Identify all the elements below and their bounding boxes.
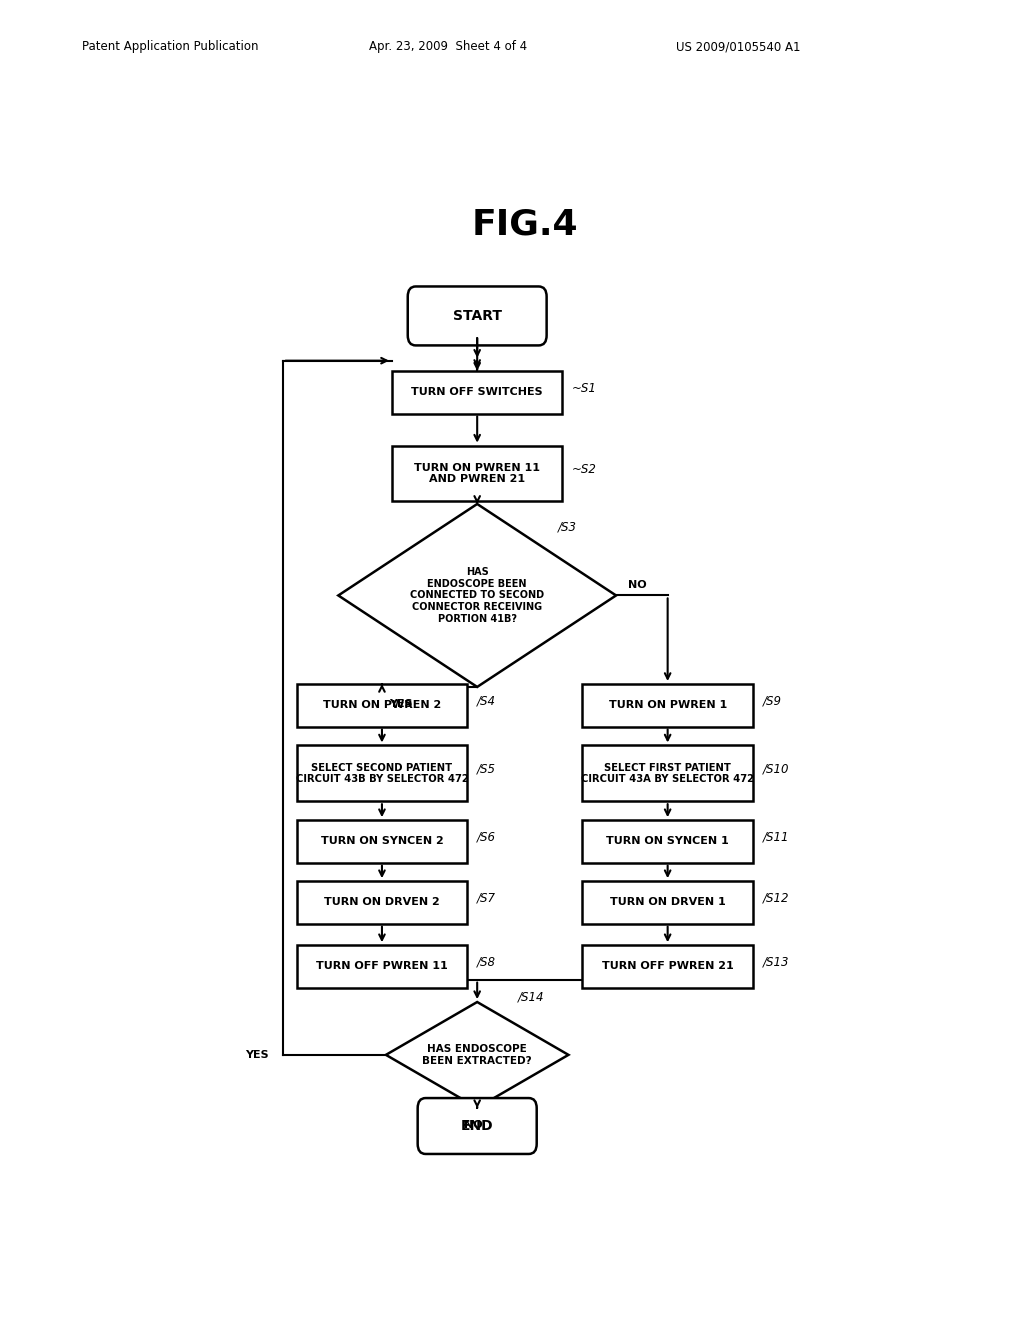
Text: ~S1: ~S1 [572,381,597,395]
Text: Patent Application Publication: Patent Application Publication [82,40,258,53]
Bar [583,684,753,726]
FancyBboxPatch shape [418,1098,537,1154]
Text: NO: NO [464,1119,482,1130]
Text: /S12: /S12 [763,892,788,904]
Text: TURN ON SYNCEN 2: TURN ON SYNCEN 2 [321,837,443,846]
Text: /S14: /S14 [518,990,544,1003]
Text: TURN OFF PWREN 21: TURN OFF PWREN 21 [602,961,733,972]
FancyBboxPatch shape [408,286,547,346]
Text: YES: YES [245,1049,268,1060]
Text: FIG.4: FIG.4 [471,207,579,242]
Text: Apr. 23, 2009  Sheet 4 of 4: Apr. 23, 2009 Sheet 4 of 4 [369,40,526,53]
Text: /S5: /S5 [477,763,496,776]
Text: TURN ON DRVEN 1: TURN ON DRVEN 1 [609,898,726,907]
Text: YES: YES [389,700,413,709]
Bar [297,746,467,801]
Polygon shape [338,504,616,686]
Text: /S11: /S11 [763,830,788,843]
Text: /S7: /S7 [477,892,496,904]
Text: /S9: /S9 [763,694,781,708]
Text: /S4: /S4 [477,694,496,708]
Text: /S10: /S10 [763,763,788,776]
Text: HAS ENDOSCOPE
BEEN EXTRACTED?: HAS ENDOSCOPE BEEN EXTRACTED? [422,1044,532,1065]
Text: US 2009/0105540 A1: US 2009/0105540 A1 [676,40,801,53]
Text: /S8: /S8 [477,956,496,969]
Bar [583,746,753,801]
Bar [583,880,753,924]
Text: TURN ON SYNCEN 1: TURN ON SYNCEN 1 [606,837,729,846]
Text: SELECT FIRST PATIENT
CIRCUIT 43A BY SELECTOR 472: SELECT FIRST PATIENT CIRCUIT 43A BY SELE… [582,763,754,784]
Polygon shape [386,1002,568,1107]
Text: TURN OFF SWITCHES: TURN OFF SWITCHES [412,387,543,397]
Bar [583,945,753,987]
Bar [392,371,562,413]
Text: ~S2: ~S2 [572,463,597,477]
Bar [297,684,467,726]
Bar [297,945,467,987]
Bar [297,820,467,863]
Text: /S3: /S3 [557,520,577,533]
Text: SELECT SECOND PATIENT
CIRCUIT 43B BY SELECTOR 472: SELECT SECOND PATIENT CIRCUIT 43B BY SEL… [296,763,468,784]
Text: NO: NO [628,581,646,590]
Text: TURN OFF PWREN 11: TURN OFF PWREN 11 [316,961,447,972]
Text: /S6: /S6 [477,830,496,843]
Text: TURN ON PWREN 1: TURN ON PWREN 1 [608,700,727,710]
Text: TURN ON PWREN 2: TURN ON PWREN 2 [323,700,441,710]
Bar [297,880,467,924]
Bar [583,820,753,863]
Text: START: START [453,309,502,323]
Bar [392,446,562,502]
Text: /S13: /S13 [763,956,788,969]
Text: TURN ON DRVEN 2: TURN ON DRVEN 2 [324,898,440,907]
Text: HAS
ENDOSCOPE BEEN
CONNECTED TO SECOND
CONNECTOR RECEIVING
PORTION 41B?: HAS ENDOSCOPE BEEN CONNECTED TO SECOND C… [411,568,544,623]
Text: END: END [461,1119,494,1133]
Text: TURN ON PWREN 11
AND PWREN 21: TURN ON PWREN 11 AND PWREN 21 [414,463,541,484]
